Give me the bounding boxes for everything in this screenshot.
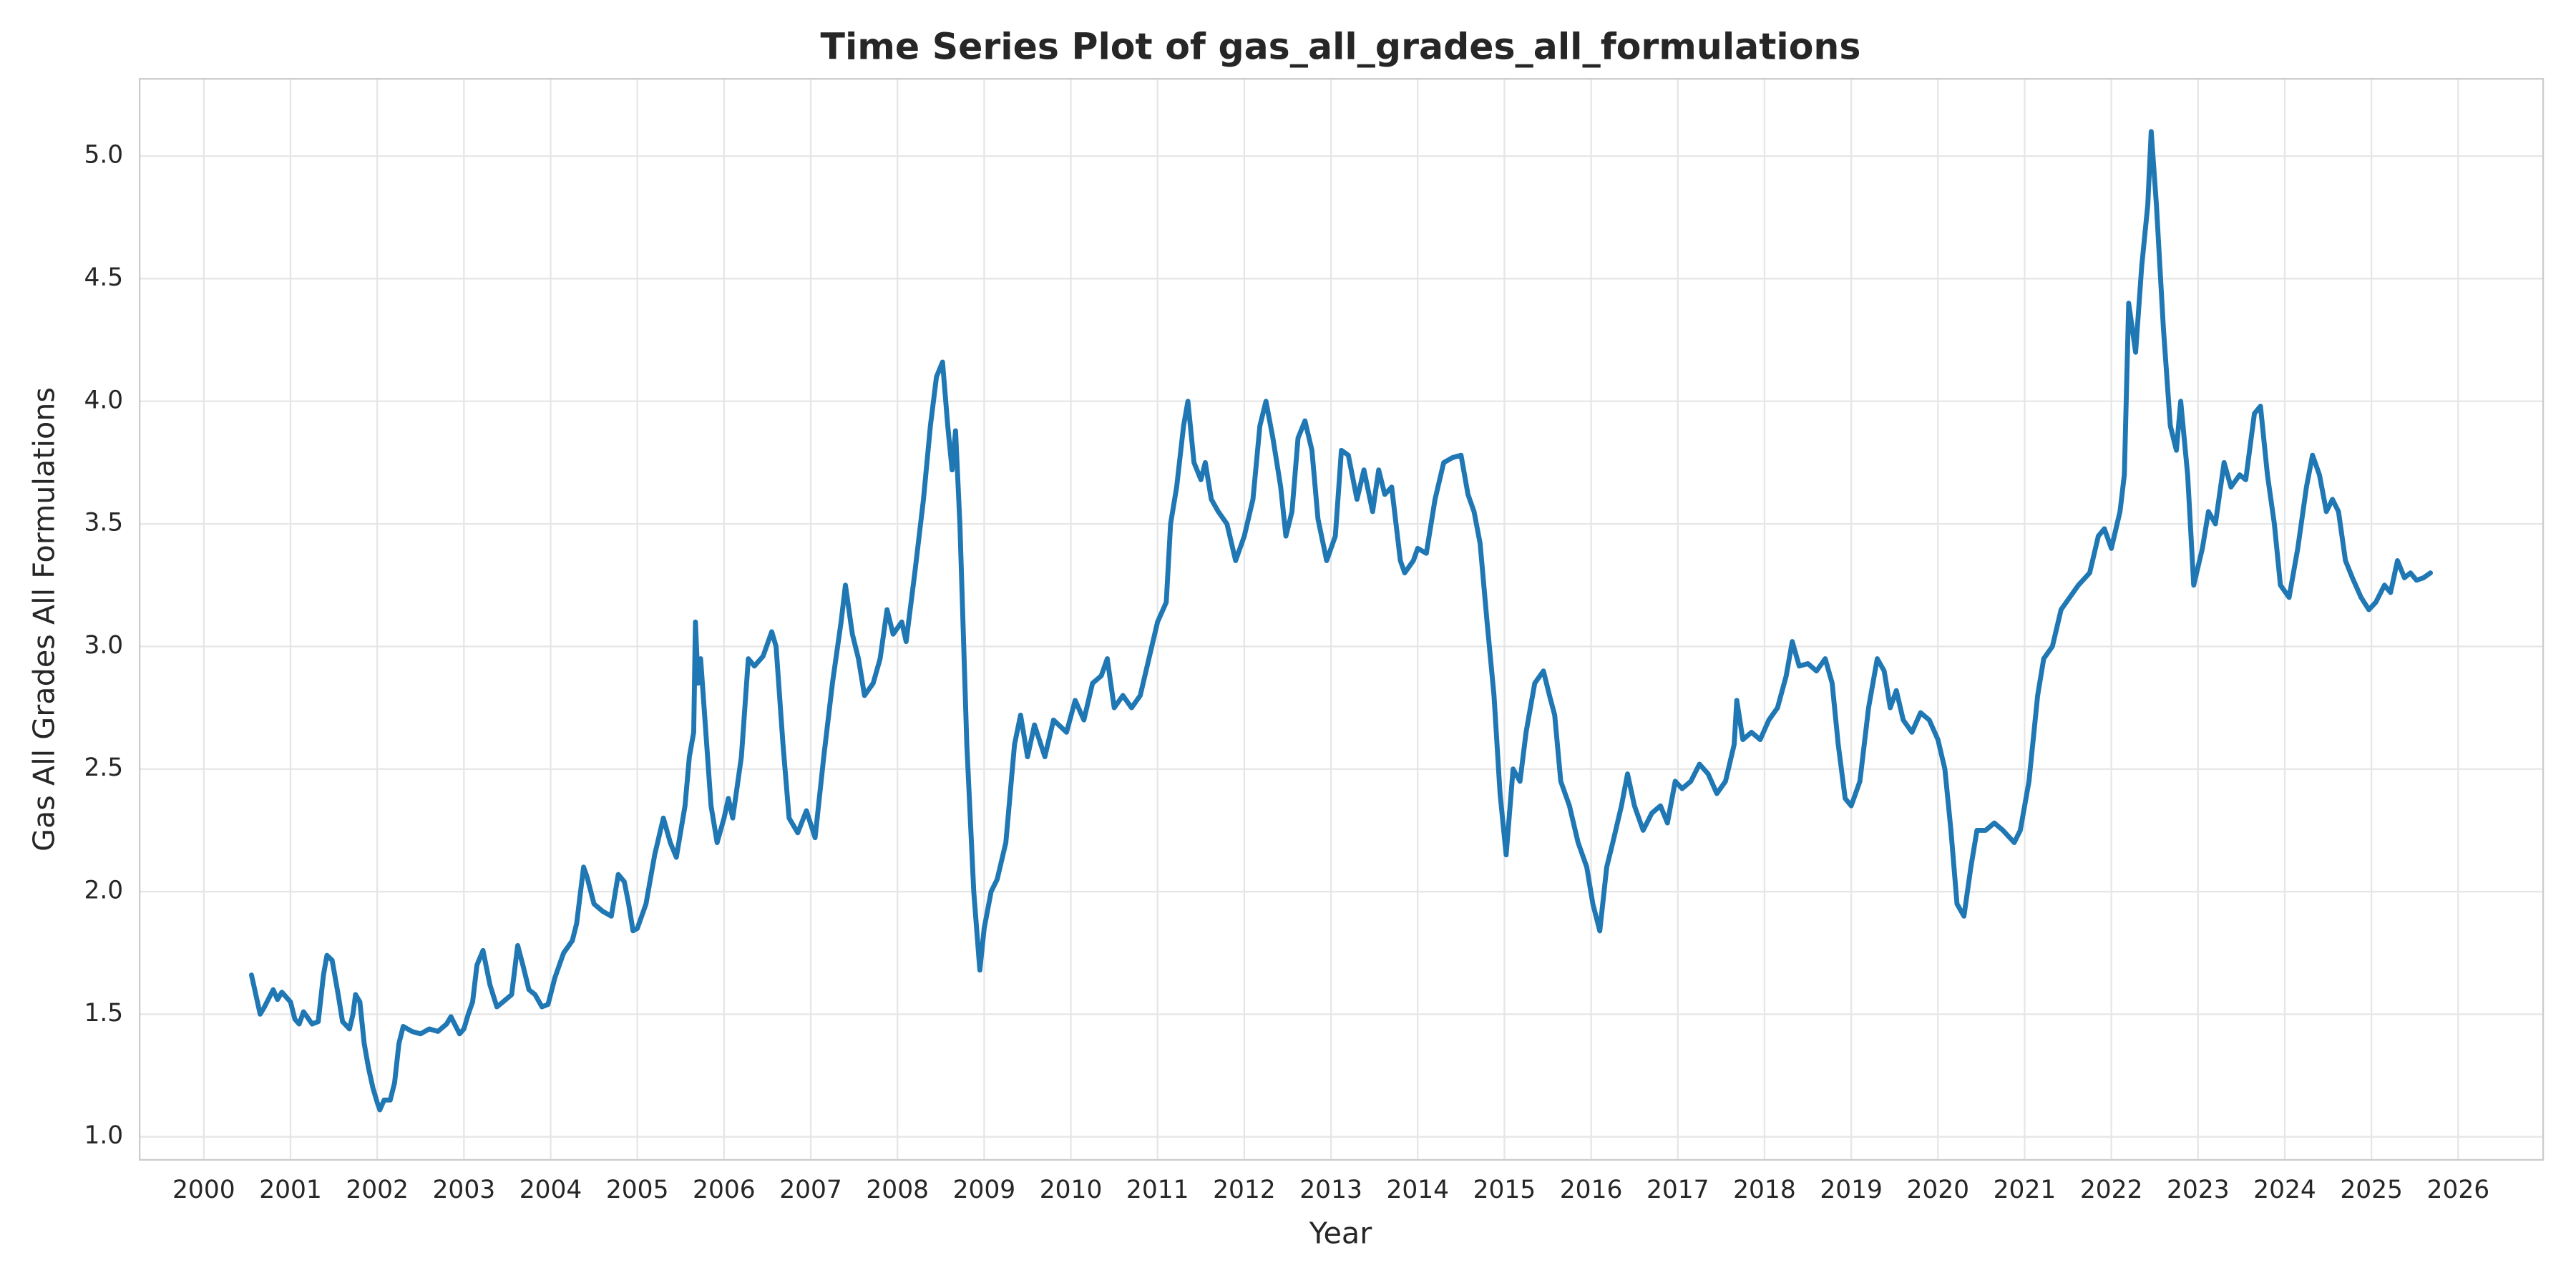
x-tick-label: 2012 [1213, 1176, 1276, 1204]
x-axis-label: Year [1309, 1216, 1372, 1251]
x-tick-label: 2015 [1473, 1176, 1536, 1204]
x-tick-label: 2006 [693, 1176, 756, 1204]
line-layer [249, 129, 2434, 1113]
x-tick-label: 2013 [1299, 1176, 1362, 1204]
x-tick-label: 2002 [346, 1176, 409, 1204]
x-tick-label: 2025 [2340, 1176, 2403, 1204]
y-tick-label: 4.5 [84, 263, 123, 292]
x-tick-label: 2003 [433, 1176, 496, 1204]
x-tick-label: 2022 [2080, 1176, 2143, 1204]
grid-layer [140, 79, 2544, 1160]
y-axis-label: Gas All Grades All Formulations [26, 387, 61, 852]
x-tick-label: 2014 [1386, 1176, 1449, 1204]
x-tick-label: 2023 [2167, 1176, 2230, 1204]
x-tick-label: 2024 [2253, 1176, 2316, 1204]
x-tick-label: 2017 [1646, 1176, 1709, 1204]
chart-title: Time Series Plot of gas_all_grades_all_f… [821, 25, 1861, 67]
x-tick-label: 2001 [259, 1176, 322, 1204]
x-tick-label: 2011 [1126, 1176, 1189, 1204]
data-line [249, 129, 2434, 1113]
x-tick-label: 2018 [1733, 1176, 1796, 1204]
y-tick-label: 1.0 [84, 1121, 123, 1150]
x-tick-label: 2026 [2427, 1176, 2490, 1204]
x-tick-label: 2000 [172, 1176, 235, 1204]
x-tick-label: 2009 [953, 1176, 1016, 1204]
x-tick-label: 2010 [1040, 1176, 1103, 1204]
x-tick-label: 2007 [779, 1176, 842, 1204]
x-tick-label: 2004 [519, 1176, 582, 1204]
y-tick-label: 3.0 [84, 631, 123, 660]
x-tick-label: 2005 [606, 1176, 669, 1204]
plot-frame [139, 78, 2545, 1161]
y-tick-label: 2.0 [84, 877, 123, 905]
x-tick-label: 2016 [1560, 1176, 1623, 1204]
x-tick-label: 2020 [1906, 1176, 1969, 1204]
y-tick-label: 3.5 [84, 509, 123, 537]
x-tick-label: 2019 [1820, 1176, 1883, 1204]
y-tick-label: 2.5 [84, 753, 123, 782]
y-tick-label: 5.0 [84, 141, 123, 170]
x-tick-label: 2021 [1994, 1176, 2057, 1204]
y-tick-label: 4.0 [84, 386, 123, 414]
y-tick-label: 1.5 [84, 999, 123, 1028]
x-tick-label: 2008 [866, 1176, 929, 1204]
